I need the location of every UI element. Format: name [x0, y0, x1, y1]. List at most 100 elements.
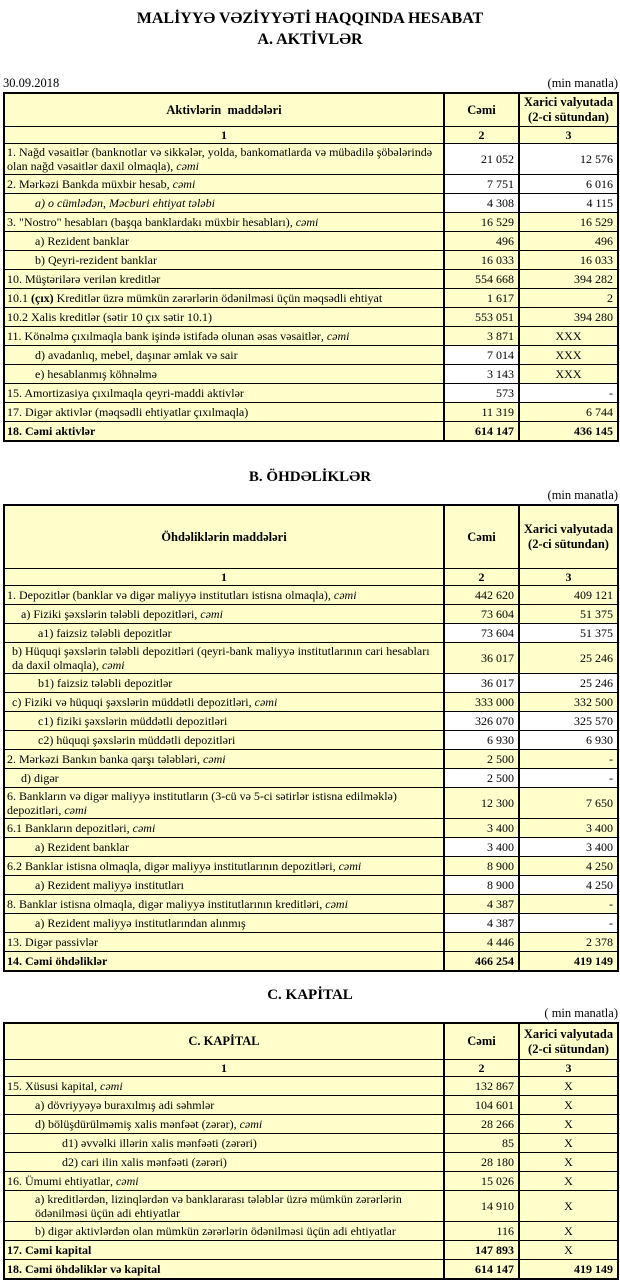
label-segment: 15. Amortizasiya çıxılmaqla qeyri-maddi … — [7, 386, 244, 400]
label-segment: c) Fiziki və hüquqi şəxslərin müddətli d… — [12, 695, 249, 709]
total-value-cell: 614 147 — [443, 421, 520, 442]
foreign-value-cell: X — [518, 1190, 619, 1222]
label-segment: , cəmi — [196, 752, 226, 766]
label-segment: 2. Mərkəzi Bankın banka qarşı tələbləri — [7, 752, 197, 766]
label-segment: a) Rezident banklar — [35, 840, 129, 854]
table-row: d) digər 2 500- — [3, 768, 619, 788]
note-row: ( min manatla) — [0, 1006, 620, 1022]
foreign-value-cell: 51 375 — [518, 623, 619, 643]
label-segment: a) o cümlədən, Məcburi ehtiyat tələbi — [35, 196, 215, 210]
table-row: 2. Mərkəzi Bankın banka qarşı tələbləri,… — [3, 749, 619, 769]
table-row: 2. Mərkəzi Bankda müxbir hesab, cəmi 7 75… — [3, 174, 619, 194]
header-row: C. KAPİTAL Cəmi Xarici valyutada (2-ci süt… — [3, 1022, 619, 1060]
table-row: a) dövriyyəyə buraxılmış adi səhmlər 104 … — [3, 1095, 619, 1115]
row-label-cell: c1) fiziki şəxslərin müddətli depozitlər… — [3, 711, 445, 731]
row-label-cell: 10.2 Xalis kreditlər (sətir 10 çıx sətir… — [3, 307, 445, 327]
col-header-items: Aktivlərin maddələri — [3, 92, 445, 127]
label-segment: 17. Digər aktivlər (məqsədli ehtiyatlar … — [7, 405, 249, 419]
header-row: Öhdəliklərin maddələri Cəmi Xarici valyuta… — [3, 504, 619, 569]
row-label-cell: 14. Cəmi öhdəliklər — [3, 951, 445, 972]
label-segment: d) digər — [21, 771, 59, 785]
table-row: a) Rezident maliyyə institutlarından alı… — [3, 913, 619, 933]
label-segment: e) hesablanmış köhnəlmə — [35, 367, 157, 381]
row-label-cell: 18. Cəmi aktivlər — [3, 421, 445, 442]
table-row: 8. Banklar istisna olmaqla, digər maliyy… — [3, 894, 619, 914]
column-index-cell: 2 — [443, 1059, 520, 1077]
foreign-value-cell: 394 280 — [518, 307, 619, 327]
label-segment: a) Rezident maliyyə institutlarından alı… — [35, 916, 246, 930]
table-row: a) kreditlərdən, lizinqlərdən və banklar… — [3, 1190, 619, 1222]
foreign-value-cell: 25 246 — [518, 642, 619, 674]
table-row: d2) cari ilin xalis mənfəəti (zərəri) 28 … — [3, 1152, 619, 1172]
foreign-value-cell: 419 149 — [518, 951, 619, 972]
table-row: d1) əvvəlki illərin xalis mənfəəti (zərə… — [3, 1133, 619, 1153]
unit-note: (min manatla) — [547, 488, 618, 502]
column-index-cell: 2 — [443, 568, 520, 586]
col-header-items: Öhdəliklərin maddələri — [3, 504, 445, 569]
foreign-value-cell: XXX — [518, 345, 619, 365]
total-value-cell: 2 500 — [443, 749, 520, 769]
row-label-cell: a) Rezident banklar — [3, 837, 445, 857]
row-label-cell: 6.1 Bankların depozitləri, cəmi — [3, 818, 445, 838]
total-value-cell: 16 529 — [443, 212, 520, 232]
col-header-foreign: Xarici valyutada (2-ci sütundan) — [518, 1022, 619, 1060]
total-value-cell: 573 — [443, 383, 520, 403]
col-header-foreign: Xarici valyutada (2-ci sütundan) — [518, 92, 619, 127]
total-value-cell: 496 — [443, 231, 520, 251]
table-row: d) avadanlıq, mebel, daşınar əmlak və sa… — [3, 345, 619, 365]
row-label-cell: a) Rezident maliyyə institutları — [3, 875, 445, 895]
total-value-cell: 8 900 — [443, 875, 520, 895]
foreign-value-cell: 325 570 — [518, 711, 619, 731]
row-label-cell: d) avadanlıq, mebel, daşınar əmlak və sa… — [3, 345, 445, 365]
total-value-cell: 1 617 — [443, 288, 520, 308]
total-value-cell: 333 000 — [443, 692, 520, 712]
col-header-foreign: Xarici valyutada (2-ci sütundan) — [518, 504, 619, 569]
total-value-cell: 104 601 — [443, 1095, 520, 1115]
label-segment: , cəmi — [289, 215, 319, 229]
label-segment: 6.2 Banklar istisna olmaqla, digər maliy… — [7, 859, 333, 873]
foreign-value-cell: 2 — [518, 288, 619, 308]
row-label-cell: d) digər — [3, 768, 445, 788]
column-index-cell: 2 — [443, 126, 520, 144]
table-row: 13. Digər passivlər 4 446 2 378 — [3, 932, 619, 952]
row-label-cell: b1) faizsiz tələbli depozitlər — [3, 673, 445, 693]
label-segment: , cəmi — [194, 607, 223, 621]
total-value-cell: 553 051 — [443, 307, 520, 327]
row-label-cell: c) Fiziki və hüquqi şəxslərin müddətli d… — [3, 692, 445, 712]
row-label-cell: a) dövriyyəyə buraxılmış adi səhmlər — [3, 1095, 445, 1115]
foreign-value-cell: 16 033 — [518, 250, 619, 270]
table-row: e) hesablanmış köhnəlmə 3 143 XXX — [3, 364, 619, 384]
column-index-cell: 1 — [3, 568, 445, 586]
row-label-cell: 8. Banklar istisna olmaqla, digər maliyy… — [3, 894, 445, 914]
total-value-cell: 85 — [443, 1133, 520, 1153]
row-label-cell: c2) hüquqi şəxslərin müddətli depozitlər… — [3, 730, 445, 750]
foreign-value-cell: - — [518, 749, 619, 769]
label-segment: b1) faizsiz tələbli depozitlər — [38, 676, 173, 690]
label-segment: , cəmi — [320, 329, 350, 343]
label-segment: a) kreditlərdən, lizinqlərdən və banklar… — [35, 1192, 402, 1220]
liabilities-table: Öhdəliklərin maddələri Cəmi Xarici valyuta… — [3, 504, 619, 972]
row-label-cell: 11. Könəlmə çıxılmaqla bank işində istif… — [3, 326, 445, 346]
row-label-cell: a) Rezident maliyyə institutlarından alı… — [3, 913, 445, 933]
table-row: a) Rezident banklar 496 496 — [3, 231, 619, 251]
column-index-cell: 1 — [3, 1059, 445, 1077]
foreign-value-cell: 409 121 — [518, 585, 619, 605]
total-value-cell: 3 400 — [443, 818, 520, 838]
foreign-value-cell: 332 500 — [518, 692, 619, 712]
label-segment: d1) əvvəlki illərin xalis mənfəəti (zərə… — [62, 1136, 257, 1150]
row-label-cell: 3. "Nostro" hesabları (başqa banklardakı… — [3, 212, 445, 232]
capital-table: C. KAPİTAL Cəmi Xarici valyutada (2-ci süt… — [3, 1022, 619, 1280]
row-label-cell: 2. Mərkəzi Bankın banka qarşı tələbləri,… — [3, 749, 445, 769]
row-label-cell: b) Qeyri-rezident banklar — [3, 250, 445, 270]
total-value-cell: 614 147 — [443, 1259, 520, 1280]
label-segment: 16. Ümumi ehtiyatlar — [7, 1174, 110, 1188]
table-row: c) Fiziki və hüquqi şəxslərin müddətli d… — [3, 692, 619, 712]
foreign-value-cell: - — [518, 894, 619, 914]
unit-note: (min manatla) — [547, 76, 618, 90]
total-value-cell: 3 871 — [443, 326, 520, 346]
note-row: 30.09.2018 (min manatla) — [0, 76, 620, 92]
total-value-cell: 7 014 — [443, 345, 520, 365]
total-value-cell: 554 668 — [443, 269, 520, 289]
table-row: 17. Cəmi kapital 147 893 X — [3, 1240, 619, 1260]
label-segment: 3. "Nostro" hesabları (başqa banklardakı… — [7, 215, 290, 229]
